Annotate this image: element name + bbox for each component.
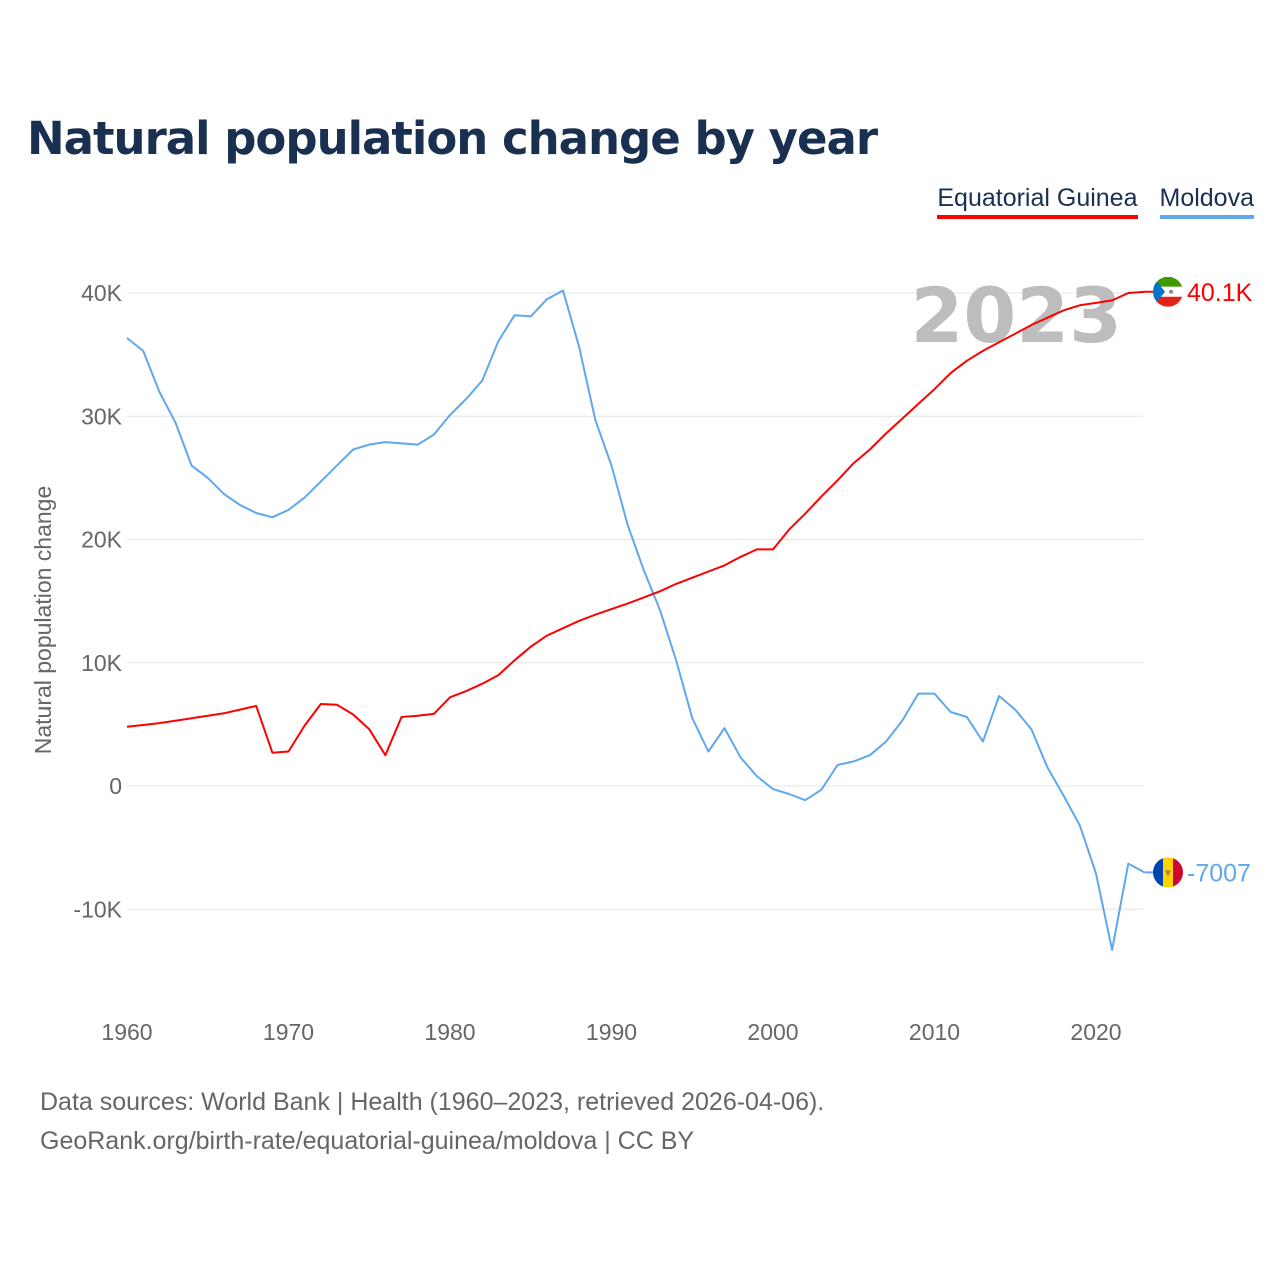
series-line-equatorial-guinea — [126, 290, 1145, 757]
flag-stripe — [1153, 296, 1183, 307]
x-tick-label: 2020 — [1070, 1019, 1121, 1045]
y-tick-label: 30K — [81, 403, 123, 429]
flag — [1153, 276, 1183, 307]
end-value-label: 40.1K — [1187, 279, 1253, 307]
source-text: Data sources: World Bank | Health (1960–… — [40, 1088, 825, 1116]
x-tick-label: 1980 — [424, 1019, 475, 1045]
flag-stripe — [1153, 276, 1183, 287]
flag-stripe — [1153, 286, 1183, 297]
flag-emblem — [1165, 870, 1171, 877]
flag-emblem — [1169, 289, 1173, 294]
legend: Equatorial Guinea Moldova — [937, 184, 1254, 219]
y-tick-label: -10K — [73, 896, 122, 922]
y-axis-label: Natural population change — [30, 486, 56, 755]
chart-title: Natural population change by year — [27, 112, 878, 165]
year-watermark: 2023 — [910, 271, 1122, 360]
flag — [1153, 857, 1183, 888]
end-value-label: -7007 — [1187, 859, 1251, 887]
flag-triangle — [1153, 276, 1165, 307]
y-tick-label: 20K — [81, 527, 123, 553]
equatorial-guinea-flag-icon — [1153, 276, 1183, 307]
y-tick-label: 0 — [109, 773, 122, 799]
flag-stripe — [1153, 857, 1163, 888]
x-tick-label: 1970 — [263, 1019, 314, 1045]
moldova-flag-icon — [1153, 857, 1183, 888]
legend-item-equatorial-guinea[interactable]: Equatorial Guinea — [937, 184, 1138, 219]
series-line-moldova — [126, 289, 1145, 951]
x-tick-label: 1960 — [101, 1019, 152, 1045]
x-tick-label: 2000 — [747, 1019, 798, 1045]
legend-item-moldova[interactable]: Moldova — [1159, 184, 1254, 219]
y-tick-label: 10K — [81, 650, 123, 676]
y-tick-label: 40K — [81, 280, 123, 306]
flag-stripe — [1173, 857, 1183, 888]
x-tick-label: 1990 — [586, 1019, 637, 1045]
source-link[interactable]: GeoRank.org/birth-rate/equatorial-guinea… — [40, 1127, 695, 1155]
x-tick-label: 2010 — [909, 1019, 960, 1045]
